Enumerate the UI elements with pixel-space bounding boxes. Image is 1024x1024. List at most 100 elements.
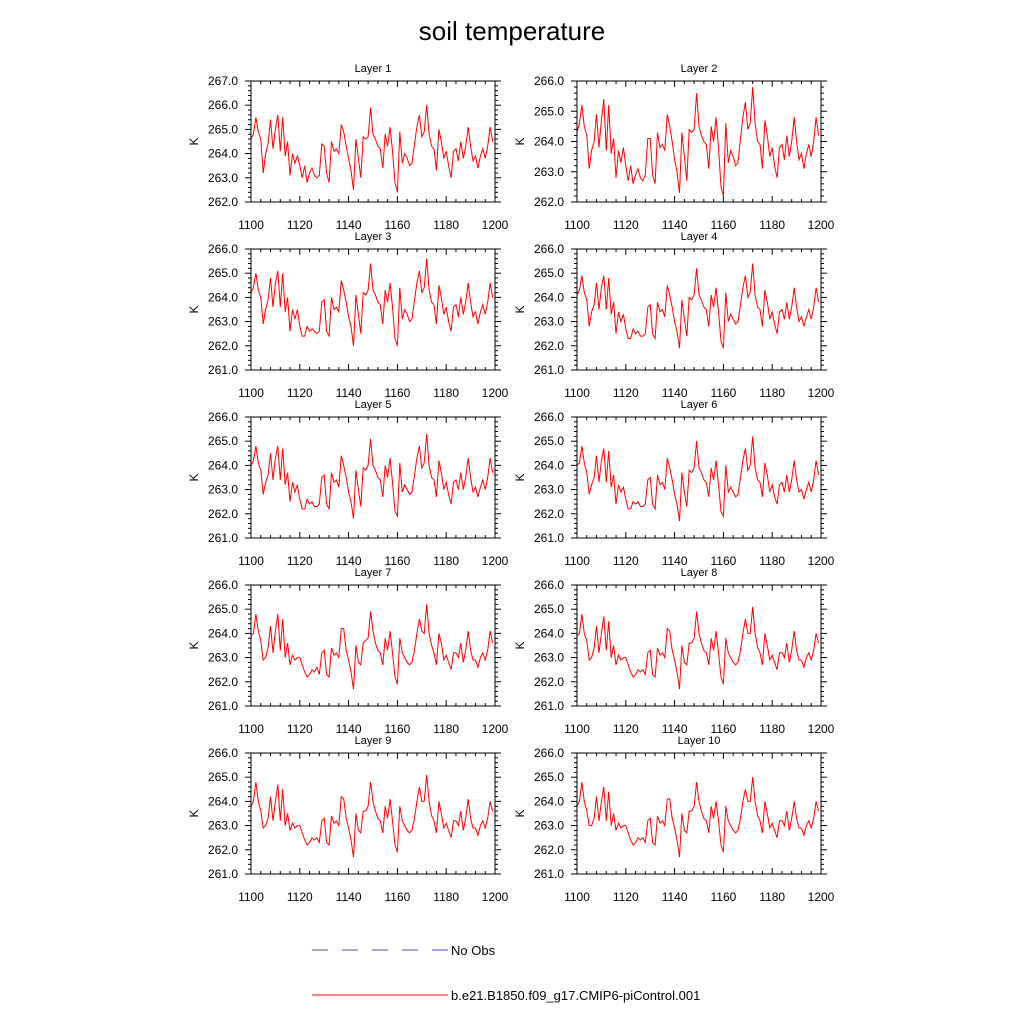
- plot-frame: [250, 416, 496, 539]
- y-tick-label: 262.0: [208, 339, 238, 353]
- y-tick-label: 262.0: [534, 675, 564, 689]
- panel-title: Layer 5: [355, 399, 392, 411]
- x-tick-label: 1100: [238, 890, 264, 904]
- y-tick-label: 264.0: [534, 458, 564, 472]
- plot-frame: [250, 80, 496, 203]
- y-tick-label: 266.0: [208, 746, 238, 760]
- y-tick-label: 262.0: [208, 195, 238, 209]
- x-tick-label: 1140: [662, 554, 688, 568]
- x-tick-label: 1200: [808, 386, 835, 400]
- y-tick-label: 262.0: [208, 507, 238, 521]
- x-tick-label: 1120: [287, 554, 313, 568]
- x-tick-label: 1100: [564, 890, 590, 904]
- x-tick-label: 1140: [336, 890, 362, 904]
- plot-frame: [576, 752, 822, 875]
- y-tick-label: 264.0: [534, 290, 564, 304]
- series-line-model: [250, 604, 494, 690]
- y-tick-label: 265.0: [534, 770, 564, 784]
- x-tick-label: 1180: [433, 722, 459, 736]
- panel-title: Layer 4: [681, 231, 718, 243]
- x-tick-label: 1180: [433, 386, 459, 400]
- y-axis-label: K: [513, 641, 527, 649]
- x-tick-label: 1100: [238, 554, 264, 568]
- x-tick-label: 1200: [482, 722, 509, 736]
- x-tick-label: 1160: [384, 218, 410, 232]
- y-tick-label: 263.0: [208, 819, 238, 833]
- y-tick-label: 264.0: [208, 458, 238, 472]
- y-tick-label: 263.0: [534, 165, 564, 179]
- figure-title: soil temperature: [419, 16, 605, 46]
- series-line-model: [250, 774, 494, 858]
- x-tick-label: 1140: [662, 722, 688, 736]
- x-tick-label: 1200: [808, 890, 835, 904]
- panel-title: Layer 8: [681, 567, 718, 579]
- x-tick-label: 1180: [759, 890, 785, 904]
- y-tick-label: 264.0: [208, 290, 238, 304]
- x-tick-label: 1180: [433, 554, 459, 568]
- x-tick-label: 1140: [336, 218, 362, 232]
- panel-title: Layer 7: [355, 567, 392, 579]
- panel-layer-6: Layer 6 K 1100 1120 1140 1160 1180 1200 261.0 262…: [513, 399, 835, 568]
- panel-layer-5: Layer 5 K 1100 1120 1140 1160 1180 1200 261.0 262…: [187, 399, 509, 568]
- x-tick-label: 1140: [662, 386, 688, 400]
- y-tick-label: 266.0: [208, 410, 238, 424]
- panel-title: Layer 3: [355, 231, 392, 243]
- series-line-model: [250, 258, 494, 346]
- x-tick-label: 1140: [336, 386, 362, 400]
- x-tick-label: 1100: [238, 386, 264, 400]
- y-tick-label: 261.0: [534, 867, 564, 881]
- y-tick-label: 261.0: [534, 531, 564, 545]
- panel-title: Layer 2: [681, 63, 718, 75]
- x-tick-label: 1180: [759, 218, 785, 232]
- plot-frame: [576, 584, 822, 707]
- panel-layer-1: Layer 1 K 1100 1120 1140 1160 1180 1200 262.0 263…: [187, 63, 509, 232]
- y-tick-label: 266.0: [534, 578, 564, 592]
- y-tick-label: 264.0: [208, 147, 238, 161]
- series-line-model: [576, 777, 820, 858]
- y-tick-label: 263.0: [208, 483, 238, 497]
- y-tick-label: 262.0: [534, 339, 564, 353]
- x-tick-label: 1120: [287, 722, 313, 736]
- panel-layer-2: Layer 2 K 1100 1120 1140 1160 1180 1200 262.0 263…: [513, 63, 835, 232]
- x-tick-label: 1160: [384, 554, 410, 568]
- panel-title: Layer 6: [681, 399, 718, 411]
- legend-model-label: b.e21.B1850.f09_g17.CMIP6-piControl.001: [451, 988, 700, 1003]
- panel-title: Layer 9: [355, 735, 392, 747]
- y-axis-label: K: [187, 809, 201, 817]
- y-tick-label: 265.0: [208, 434, 238, 448]
- legend-obs-label: No Obs: [451, 943, 496, 958]
- y-tick-label: 265.0: [534, 104, 564, 118]
- plot-frame: [250, 752, 496, 875]
- x-tick-label: 1140: [662, 890, 688, 904]
- x-tick-label: 1120: [287, 890, 313, 904]
- panels-grid: Layer 1 K 1100 1120 1140 1160 1180 1200 262.0 263…: [187, 63, 835, 904]
- x-tick-label: 1160: [384, 890, 410, 904]
- y-tick-label: 264.0: [208, 794, 238, 808]
- y-tick-label: 263.0: [534, 819, 564, 833]
- y-axis-label: K: [513, 137, 527, 145]
- x-tick-label: 1200: [482, 386, 509, 400]
- x-tick-label: 1200: [808, 218, 835, 232]
- x-tick-label: 1200: [482, 218, 509, 232]
- y-tick-label: 262.0: [534, 195, 564, 209]
- x-tick-label: 1120: [613, 386, 639, 400]
- y-tick-label: 266.0: [534, 746, 564, 760]
- panel-title: Layer 1: [355, 63, 392, 75]
- y-tick-label: 261.0: [208, 867, 238, 881]
- panel-layer-3: Layer 3 K 1100 1120 1140 1160 1180 1200 261.0 262…: [187, 231, 509, 400]
- x-tick-label: 1160: [384, 386, 410, 400]
- y-tick-label: 263.0: [534, 315, 564, 329]
- y-tick-label: 262.0: [534, 507, 564, 521]
- y-tick-label: 264.0: [534, 135, 564, 149]
- x-tick-label: 1200: [808, 554, 835, 568]
- y-tick-label: 261.0: [208, 699, 238, 713]
- series-line-model: [576, 263, 820, 349]
- x-tick-label: 1120: [613, 722, 639, 736]
- y-tick-label: 261.0: [534, 363, 564, 377]
- panel-title: Layer 10: [678, 735, 721, 747]
- y-tick-label: 266.0: [534, 242, 564, 256]
- y-tick-label: 265.0: [208, 122, 238, 136]
- x-tick-label: 1140: [336, 554, 362, 568]
- y-tick-label: 263.0: [208, 171, 238, 185]
